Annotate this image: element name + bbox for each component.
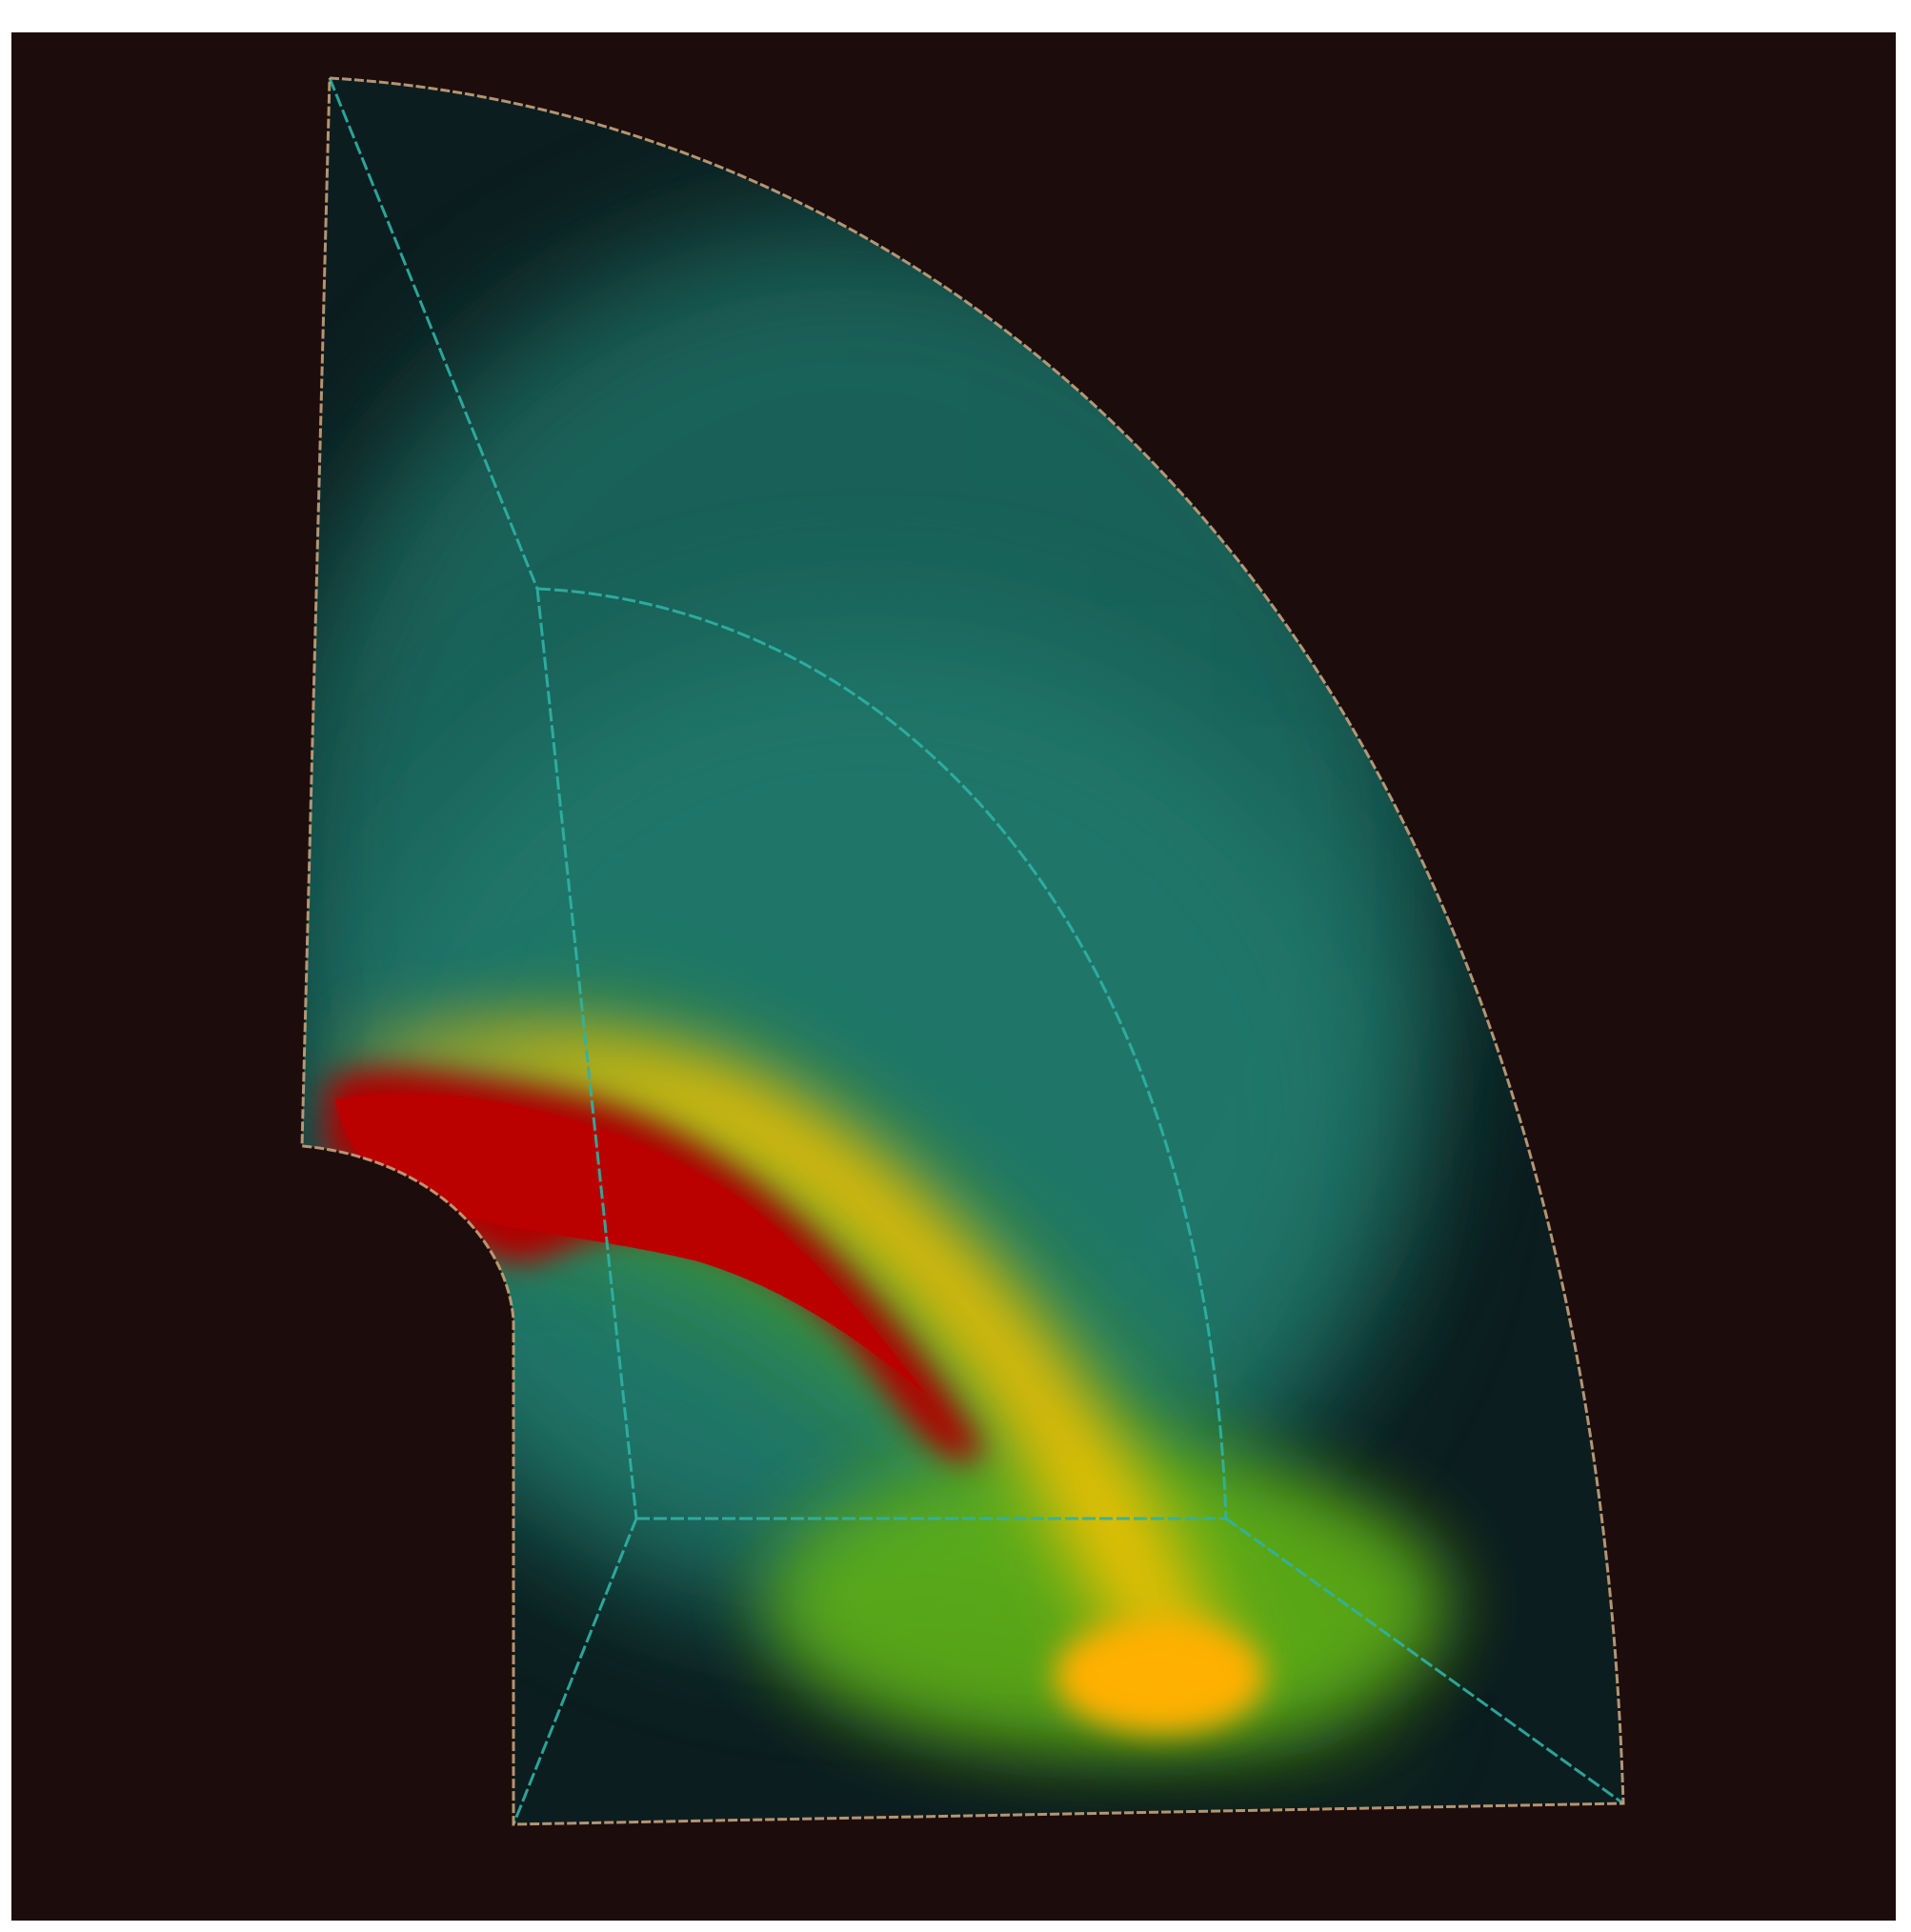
visualization-panel [11, 32, 1896, 1921]
outer-boundary [300, 76, 1625, 1826]
field-plot [11, 32, 1896, 1921]
inner-boundary [328, 77, 1624, 1825]
